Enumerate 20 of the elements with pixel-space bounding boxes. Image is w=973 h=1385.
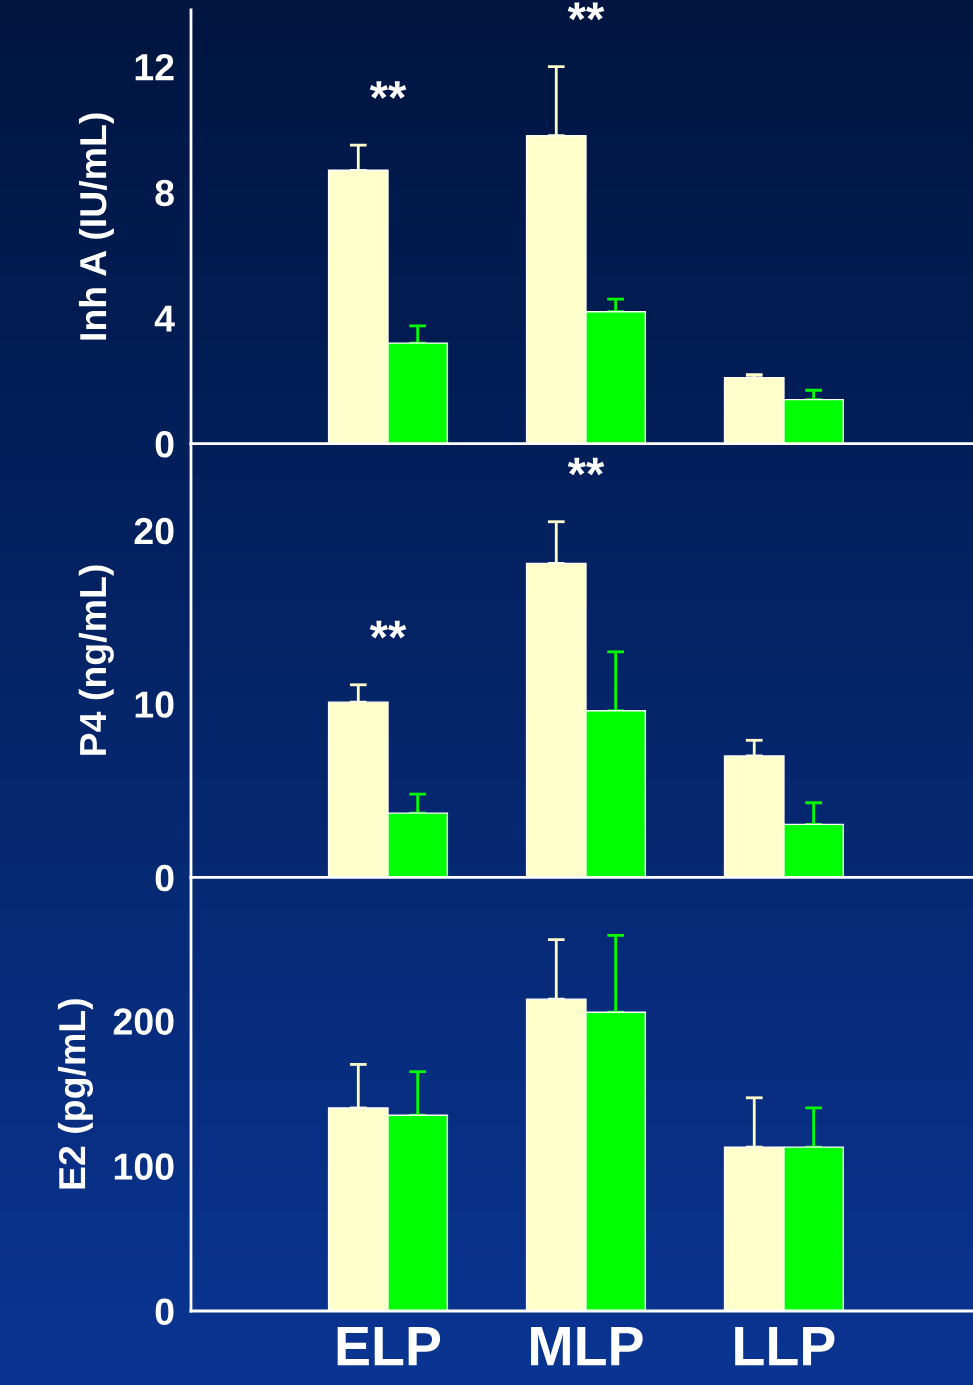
y-tick-label: 20 <box>134 517 174 545</box>
x-tick-label: LLP <box>735 1326 835 1366</box>
y-axis-title: Inh A (IU/mL) <box>78 113 114 340</box>
y-tick-label: 8 <box>155 179 174 207</box>
y-tick-label: 200 <box>113 1008 174 1035</box>
annotation: ** <box>567 2 605 21</box>
y-tick-label: 0 <box>155 864 174 892</box>
x-tick-label: ELP <box>337 1326 441 1366</box>
y-tick-label: 12 <box>135 53 174 81</box>
y-axis-title: E2 (pg/mL) <box>57 999 94 1189</box>
y-tick-label: 0 <box>155 431 174 458</box>
annotation: ** <box>369 81 407 99</box>
x-tick-label: MLP <box>531 1326 643 1366</box>
y-axis-title: P4 (ng/mL) <box>78 565 114 755</box>
annotation: ** <box>567 457 605 476</box>
y-tick-label: 4 <box>154 305 175 332</box>
annotation: ** <box>369 620 407 639</box>
y-tick-label: 0 <box>155 1298 174 1325</box>
y-tick-label: 100 <box>114 1153 174 1180</box>
y-tick-label: 10 <box>135 691 174 718</box>
